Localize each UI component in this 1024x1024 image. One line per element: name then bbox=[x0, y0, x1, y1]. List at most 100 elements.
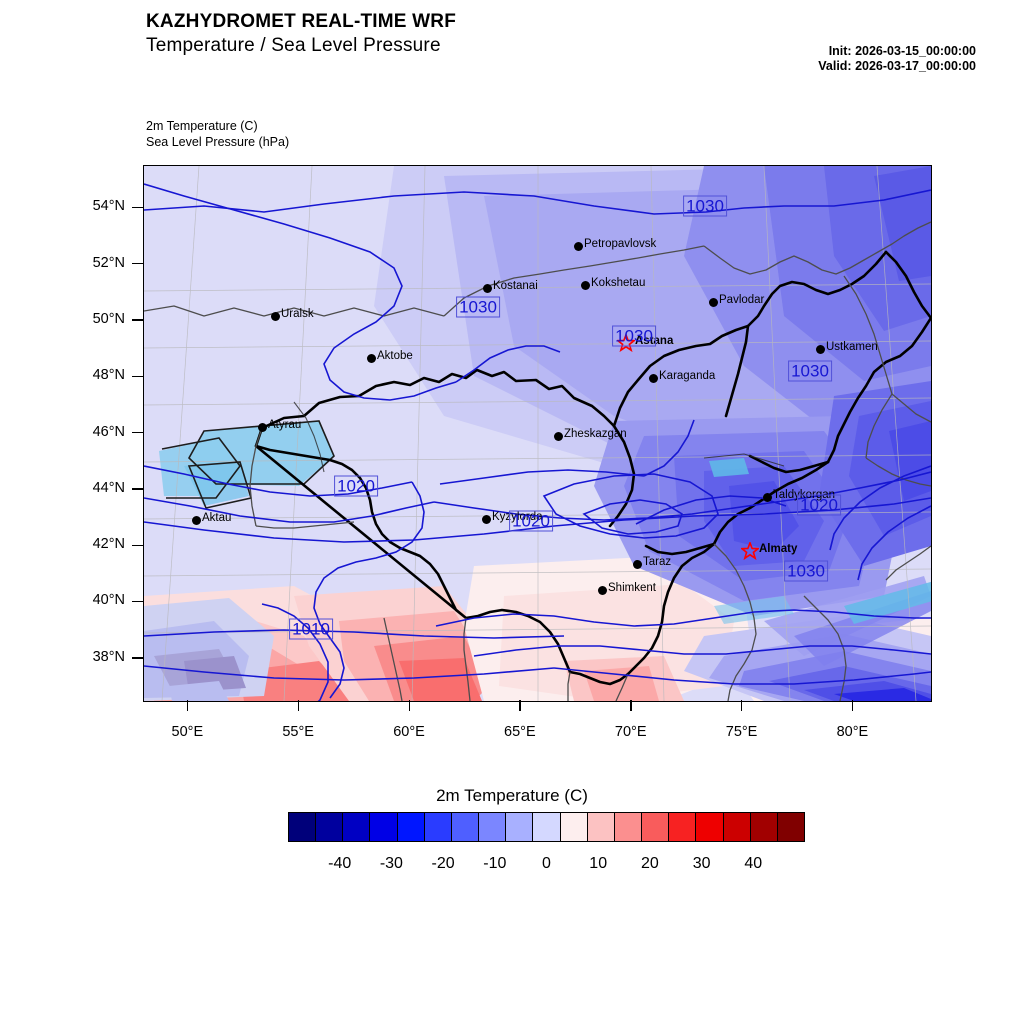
colorbar-swatch bbox=[642, 813, 670, 841]
colorbar-swatch bbox=[289, 813, 317, 841]
lat-label: 48°N bbox=[92, 367, 125, 384]
lat-tick bbox=[132, 488, 143, 490]
lon-label: 70°E bbox=[614, 724, 647, 740]
city-label: Aktau bbox=[202, 512, 232, 524]
lon-label: 75°E bbox=[725, 724, 758, 740]
lat-tick bbox=[132, 375, 143, 378]
colorbar-swatch bbox=[533, 813, 561, 841]
lat-tick bbox=[132, 206, 143, 209]
isobar-label-1020: 1020 bbox=[334, 475, 378, 497]
lon-label: 60°E bbox=[393, 724, 425, 740]
lon-label: 55°E bbox=[282, 724, 314, 740]
city-label: Astana bbox=[635, 335, 674, 347]
isobar-label-1030: 1030 bbox=[612, 325, 656, 347]
city-dot-icon bbox=[573, 241, 583, 251]
lat-tick bbox=[132, 600, 143, 603]
init-time: Init: 2026-03-15_00:00:00 bbox=[828, 44, 976, 58]
city-dot-icon bbox=[191, 515, 201, 525]
isobar-label-1020: 1020 bbox=[797, 494, 841, 516]
colorbar-swatch bbox=[696, 813, 724, 841]
lat-label: 54°N bbox=[92, 198, 125, 215]
page-title: KAZHYDROMET REAL-TIME WRF bbox=[146, 11, 457, 32]
city-dot-icon bbox=[815, 344, 825, 354]
colorbar-swatch bbox=[479, 813, 507, 841]
city-label: Pavlodar bbox=[719, 294, 765, 306]
map-raster bbox=[144, 166, 931, 701]
lat-tick bbox=[132, 319, 143, 321]
colorbar-tick-label: 40 bbox=[744, 855, 763, 872]
colorbar-swatch bbox=[370, 813, 398, 841]
city-dot-icon bbox=[632, 559, 642, 569]
city-label: Kokshetau bbox=[591, 277, 646, 289]
colorbar-swatch bbox=[451, 813, 480, 841]
weather-map[interactable] bbox=[143, 165, 932, 702]
valid-time: Valid: 2026-03-17_00:00:00 bbox=[818, 59, 976, 73]
city-dot-icon bbox=[708, 297, 718, 307]
colorbar-tick-label: 10 bbox=[589, 855, 608, 872]
lon-tick bbox=[519, 700, 521, 711]
colorbar-tick-label: 20 bbox=[640, 855, 659, 872]
city-label: Karaganda bbox=[659, 370, 716, 382]
city-dot-icon bbox=[648, 373, 658, 383]
city-dot-icon bbox=[481, 514, 491, 524]
isobar-label-1030: 1030 bbox=[456, 296, 500, 318]
lat-label: 46°N bbox=[92, 423, 125, 440]
colorbar-swatch bbox=[750, 813, 778, 841]
page-subtitle: Temperature / Sea Level Pressure bbox=[146, 35, 441, 56]
lat-tick bbox=[132, 263, 143, 265]
city-label: Petropavlovsk bbox=[584, 238, 657, 250]
city-label: Atyrau bbox=[268, 419, 302, 431]
colorbar-swatch bbox=[587, 813, 615, 841]
isobar-label-1010: 1010 bbox=[289, 618, 333, 640]
capital-star-icon bbox=[741, 542, 759, 560]
city-label: Ustkamen bbox=[826, 341, 878, 353]
colorbar[interactable] bbox=[288, 812, 805, 842]
lon-tick bbox=[408, 700, 410, 711]
colorbar-swatch bbox=[777, 813, 804, 841]
colorbar-title: 2m Temperature (C) bbox=[436, 786, 588, 805]
lat-label: 38°N bbox=[92, 648, 125, 665]
lon-tick bbox=[297, 700, 300, 711]
lon-tick bbox=[851, 700, 854, 711]
isobar-label-1030: 1030 bbox=[683, 195, 727, 217]
colorbar-swatch bbox=[669, 813, 697, 841]
city-dot-icon bbox=[257, 422, 267, 432]
colorbar-swatch bbox=[343, 813, 371, 841]
lat-label: 50°N bbox=[92, 310, 125, 327]
isobar-label-1030: 1030 bbox=[784, 560, 828, 582]
lon-tick bbox=[630, 700, 632, 711]
lat-label: 40°N bbox=[92, 592, 125, 609]
field-label-temperature: 2m Temperature (C) bbox=[146, 119, 258, 133]
city-label: Almaty bbox=[759, 543, 798, 555]
colorbar-tick-label: -20 bbox=[431, 855, 455, 872]
city-label: Kostanai bbox=[493, 280, 538, 292]
field-legend: 2m Temperature (C) Sea Level Pressure (h… bbox=[146, 118, 289, 150]
colorbar-swatch bbox=[397, 813, 425, 841]
colorbar-tick-label: -10 bbox=[483, 855, 507, 872]
colorbar-swatch bbox=[424, 813, 452, 841]
title-block: KAZHYDROMET REAL-TIME WRF Temperature / … bbox=[146, 10, 456, 58]
city-dot-icon bbox=[366, 353, 376, 363]
city-label: Zheskazgan bbox=[564, 428, 627, 440]
lat-tick bbox=[132, 544, 143, 547]
city-dot-icon bbox=[762, 492, 772, 502]
field-label-pressure: Sea Level Pressure (hPa) bbox=[146, 135, 290, 149]
colorbar-swatch bbox=[560, 813, 588, 841]
map-canvas bbox=[144, 166, 931, 701]
isobar-label-1020: 1020 bbox=[509, 510, 553, 532]
lon-label: 80°E bbox=[836, 724, 869, 740]
colorbar-swatch bbox=[506, 813, 534, 841]
city-dot-icon bbox=[580, 280, 590, 290]
lon-tick bbox=[741, 700, 743, 711]
city-label: Taraz bbox=[643, 556, 672, 568]
city-label: Aktobe bbox=[377, 350, 413, 362]
lon-label: 50°E bbox=[171, 724, 204, 740]
colorbar-tick-label: -40 bbox=[328, 855, 352, 872]
colorbar-swatch bbox=[723, 813, 751, 841]
lat-label: 52°N bbox=[92, 254, 125, 271]
city-dot-icon bbox=[270, 311, 280, 321]
isobar-label-1030: 1030 bbox=[788, 360, 832, 382]
city-dot-icon bbox=[553, 431, 563, 441]
lon-label: 65°E bbox=[504, 724, 536, 740]
lat-tick bbox=[132, 657, 143, 659]
